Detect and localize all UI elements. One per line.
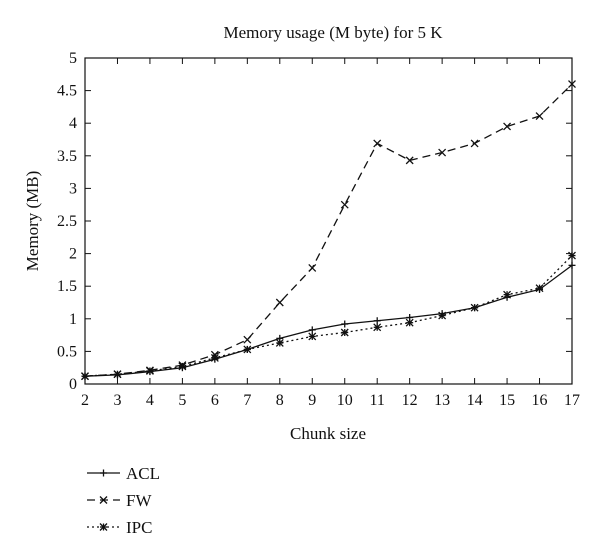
legend-marker-fw [99, 496, 108, 504]
y-tick-label: 5 [69, 50, 77, 67]
plot-frame [84, 57, 573, 385]
y-tick-label: 0 [69, 376, 77, 393]
data-point-acl [308, 326, 316, 334]
data-point-fw [373, 139, 382, 148]
data-point-acl [341, 320, 349, 328]
data-point-fw [470, 139, 479, 148]
x-tick-label: 3 [113, 392, 121, 409]
plot-area [81, 80, 576, 381]
legend-label-fw: FW [126, 491, 152, 510]
data-point-ipc [178, 362, 187, 371]
x-tick-label: 16 [532, 392, 548, 409]
y-tick-label: 2 [69, 246, 77, 263]
x-tick-label: 11 [369, 392, 384, 409]
data-point-ipc [243, 345, 252, 354]
x-axis-label: Chunk size [290, 424, 366, 443]
x-tick-label: 4 [146, 392, 154, 409]
data-point-ipc [210, 353, 219, 362]
data-point-ipc [470, 303, 479, 312]
x-tick-label: 17 [564, 392, 580, 409]
x-tick-label: 14 [467, 392, 483, 409]
data-point-fw [535, 112, 544, 120]
y-tick-label: 2.5 [57, 213, 77, 230]
y-tick-label: 4.5 [57, 83, 77, 100]
data-point-fw [308, 263, 317, 272]
legend-label-acl: ACL [126, 464, 160, 483]
y-tick-label: 0.5 [57, 343, 77, 360]
x-tick-label: 8 [276, 392, 284, 409]
data-point-ipc [535, 284, 544, 293]
legend-marker-ipc [99, 523, 108, 531]
x-tick-label: 9 [308, 392, 316, 409]
x-tick-label: 5 [178, 392, 186, 409]
y-axis-label: Memory (MB) [23, 171, 42, 272]
y-tick-label: 1.5 [57, 278, 77, 295]
x-tick-label: 6 [211, 392, 219, 409]
y-tick-label: 3.5 [57, 148, 77, 165]
axes: 2 3 4 5 6 7 8 9 10 11 12 13 14 15 16 17 0 0.5 1 1.5 2 2.5 3 3.5… [57, 50, 580, 409]
data-point-ipc [113, 370, 122, 379]
data-point-ipc [438, 311, 447, 320]
legend: ACL FW IPC [87, 464, 160, 537]
data-point-fw [438, 148, 447, 157]
x-tick-label: 12 [402, 392, 418, 409]
data-point-fw [405, 156, 414, 165]
y-tick-label: 4 [69, 115, 77, 132]
data-point-fw [243, 335, 252, 344]
data-point-fw [275, 298, 284, 307]
x-tick-label: 2 [81, 392, 89, 409]
x-tick-label: 7 [243, 392, 251, 409]
series-line-acl [84, 264, 573, 377]
legend-marker-acl [100, 469, 107, 477]
data-point-fw [503, 122, 512, 131]
data-point-ipc [405, 318, 414, 327]
data-point-ipc [340, 328, 349, 337]
data-point-ipc [145, 367, 154, 375]
legend-label-ipc: IPC [126, 518, 152, 537]
data-point-ipc [275, 338, 284, 347]
y-tick-label: 1 [69, 311, 77, 328]
x-tick-label: 13 [434, 392, 450, 409]
chart-title: Memory usage (M byte) for 5 K [223, 23, 443, 42]
x-tick-label: 15 [499, 392, 515, 409]
series-line-ipc [84, 255, 573, 377]
data-point-ipc [503, 290, 512, 299]
y-tick-label: 3 [69, 180, 77, 197]
x-tick-label: 10 [337, 392, 353, 409]
series-line-fw [84, 83, 573, 377]
data-point-fw [340, 200, 349, 209]
data-point-ipc [373, 323, 382, 332]
data-point-acl [373, 317, 381, 325]
data-point-ipc [308, 332, 317, 341]
